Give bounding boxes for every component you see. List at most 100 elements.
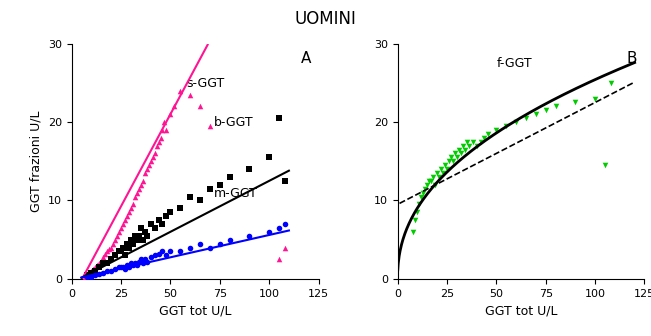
Point bbox=[204, 245, 215, 250]
Point bbox=[126, 206, 136, 211]
Point bbox=[521, 116, 531, 121]
Point bbox=[440, 163, 450, 168]
Point bbox=[120, 253, 130, 258]
Point bbox=[145, 159, 156, 164]
Point bbox=[158, 221, 168, 227]
Point bbox=[126, 237, 136, 242]
Point bbox=[98, 270, 109, 275]
Point bbox=[92, 262, 102, 267]
Point bbox=[540, 108, 551, 113]
Point bbox=[86, 268, 96, 274]
Point bbox=[102, 260, 113, 266]
Point bbox=[90, 272, 100, 278]
Point bbox=[94, 260, 104, 266]
Point bbox=[600, 163, 610, 168]
Point bbox=[118, 264, 128, 270]
Point bbox=[86, 274, 96, 279]
Point bbox=[110, 253, 120, 258]
Point bbox=[274, 257, 284, 262]
Point bbox=[145, 254, 156, 260]
Point bbox=[185, 245, 195, 250]
Point bbox=[430, 182, 440, 187]
Point bbox=[102, 249, 113, 254]
Point bbox=[204, 123, 215, 129]
Point bbox=[106, 257, 117, 262]
Point bbox=[124, 245, 134, 250]
Point bbox=[446, 155, 456, 160]
Point bbox=[169, 104, 180, 109]
Point bbox=[570, 100, 581, 105]
Point bbox=[139, 170, 150, 176]
Point bbox=[126, 260, 136, 266]
Point bbox=[110, 267, 120, 272]
Point bbox=[195, 104, 205, 109]
Point bbox=[454, 147, 464, 152]
Point bbox=[116, 225, 126, 230]
Point bbox=[605, 80, 616, 86]
Point bbox=[422, 182, 432, 187]
Point bbox=[437, 170, 448, 176]
Point bbox=[112, 233, 122, 239]
Point bbox=[120, 267, 130, 272]
Point bbox=[432, 170, 442, 176]
Point bbox=[550, 104, 561, 109]
Point bbox=[175, 206, 186, 211]
Point bbox=[264, 155, 274, 160]
Point bbox=[149, 151, 159, 156]
Point bbox=[135, 257, 146, 262]
Point bbox=[165, 249, 176, 254]
Point bbox=[444, 159, 454, 164]
Point bbox=[133, 186, 144, 192]
Point bbox=[149, 225, 159, 230]
Point bbox=[106, 268, 117, 274]
Point bbox=[94, 271, 104, 277]
Point bbox=[100, 251, 111, 256]
Point bbox=[412, 210, 422, 215]
Point bbox=[147, 155, 158, 160]
Point bbox=[122, 213, 132, 219]
Point bbox=[151, 143, 161, 148]
Point bbox=[280, 221, 290, 227]
Point bbox=[175, 88, 186, 93]
Point bbox=[137, 260, 148, 266]
Text: b-GGT: b-GGT bbox=[214, 116, 253, 129]
Text: m-GGT: m-GGT bbox=[214, 186, 258, 200]
Point bbox=[434, 174, 444, 180]
Point bbox=[132, 237, 142, 242]
Point bbox=[132, 262, 142, 267]
Point bbox=[448, 159, 458, 164]
Point bbox=[108, 241, 118, 246]
Point bbox=[416, 194, 426, 199]
Point bbox=[161, 127, 172, 133]
Point bbox=[225, 174, 235, 180]
Point bbox=[128, 241, 138, 246]
Point bbox=[98, 260, 109, 266]
Point bbox=[137, 237, 148, 242]
Point bbox=[418, 190, 428, 195]
Point bbox=[130, 260, 140, 266]
Point bbox=[244, 233, 255, 239]
Point bbox=[145, 221, 156, 227]
Point bbox=[114, 264, 124, 270]
Point bbox=[165, 210, 176, 215]
Point bbox=[274, 116, 284, 121]
Point bbox=[114, 229, 124, 235]
Point bbox=[479, 135, 490, 140]
Point bbox=[149, 253, 159, 258]
Point bbox=[185, 194, 195, 199]
Text: f-GGT: f-GGT bbox=[496, 57, 532, 70]
Point bbox=[424, 178, 434, 183]
Point bbox=[280, 178, 290, 183]
Point bbox=[195, 241, 205, 246]
Point bbox=[161, 213, 172, 219]
Point bbox=[456, 151, 466, 156]
Point bbox=[132, 190, 142, 195]
Point bbox=[426, 178, 436, 183]
Point bbox=[414, 202, 424, 207]
Point bbox=[82, 272, 92, 278]
Point bbox=[110, 237, 120, 242]
Point bbox=[475, 139, 486, 144]
Point bbox=[141, 259, 152, 264]
Point bbox=[80, 274, 90, 279]
Point bbox=[118, 221, 128, 227]
